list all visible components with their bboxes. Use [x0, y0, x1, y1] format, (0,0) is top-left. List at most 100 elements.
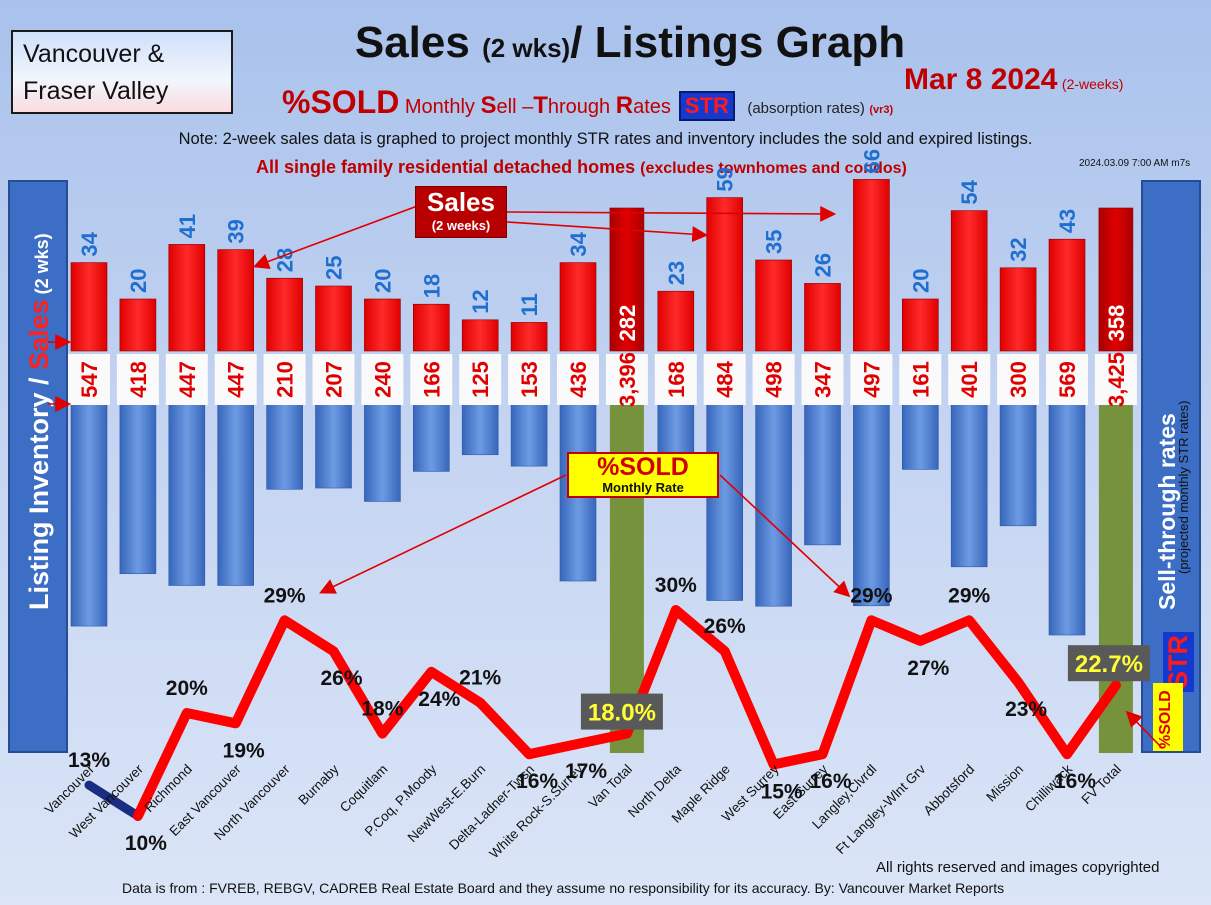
sales-value-label-1: 20 [126, 269, 151, 293]
str-value-label-6: 18% [361, 698, 403, 721]
str-value-label-1: 10% [125, 832, 167, 855]
inventory-value-label-12: 168 [664, 361, 689, 398]
inventory-label-box-15 [801, 354, 844, 405]
inventory-bar-14 [755, 403, 792, 607]
sales-bar-7 [412, 303, 450, 352]
str-value-label-10: 17% [565, 760, 607, 783]
inventory-value-label-5: 207 [322, 361, 347, 398]
subtitle-r: R [615, 92, 634, 119]
sales-bar-16 [853, 179, 890, 352]
subtitle-pct-sold: %SOLD [282, 84, 400, 120]
subtitle-version: (vr3) [869, 104, 894, 116]
inventory-bar-5 [315, 403, 352, 489]
inventory-bar-18 [950, 403, 988, 568]
date-suffix: (2-weeks) [1061, 76, 1124, 92]
str-value-label-9: 16% [516, 770, 558, 793]
str-value-label-7: 24% [418, 688, 460, 711]
inventory-bar-13 [706, 403, 744, 601]
inventory-bar-2 [168, 403, 206, 586]
sales-value-label-9: 11 [517, 293, 542, 316]
sales-bar-17 [901, 298, 939, 352]
inventory-value-label-14: 498 [762, 361, 787, 398]
date-text: Mar 8 2024 [904, 63, 1058, 96]
inventory-value-label-7: 166 [419, 361, 444, 398]
inventory-value-label-13: 484 [713, 360, 738, 397]
inventory-value-label-19: 300 [1006, 361, 1031, 398]
inventory-bar-7 [412, 403, 450, 472]
subtitle-absorption: (absorption rates) [747, 100, 865, 117]
sales-callout-sub: (2 weeks) [431, 218, 491, 233]
str-value-label-13: 26% [704, 615, 746, 638]
inventory-bar-4 [266, 403, 303, 490]
pct-callout-title: %SOLD [597, 453, 689, 481]
inventory-bar-3 [217, 403, 254, 586]
pct-callout-sub: Monthly Rate [602, 480, 684, 495]
inventory-label-box-8 [459, 354, 502, 405]
subtitle-t: T [533, 92, 548, 119]
inventory-bar-8 [461, 403, 499, 456]
region-line-2: Fraser Valley [23, 77, 169, 105]
inventory-bar-15 [804, 403, 841, 546]
inventory-label-box-4 [263, 354, 306, 405]
inventory-bar-17 [901, 403, 939, 470]
str-line [132, 605, 1121, 821]
sales-bar-1 [119, 298, 157, 352]
sales-bar-2 [168, 244, 206, 352]
sales-value-label-3: 39 [224, 219, 249, 243]
str-value-label-17: 27% [907, 657, 949, 680]
inventory-label-box-20 [1046, 354, 1088, 405]
subtitle-hrough: hrough [547, 96, 616, 118]
page-title: Sales (2 wks)/ Listings Graph [230, 18, 1030, 68]
sales-bar-20 [1048, 238, 1086, 352]
inventory-label-box-13 [703, 354, 746, 405]
copyright-text: All rights reserved and images copyright… [876, 859, 1160, 876]
inventory-label-box-16 [850, 354, 893, 405]
str-badge-title: STR [678, 91, 735, 121]
inventory-value-label-20: 569 [1055, 361, 1080, 398]
title-sales: Sales [354, 18, 483, 67]
sales-value-label-18: 54 [957, 179, 982, 204]
inventory-label-box-11 [605, 354, 648, 405]
bar-layer [70, 179, 1134, 636]
subtitle-s: S [480, 92, 497, 119]
sales-bar-9 [510, 322, 548, 352]
str-value-label-2: 20% [166, 677, 208, 700]
inventory-bar-16 [853, 403, 890, 607]
sales-value-label-5: 25 [322, 256, 347, 280]
str-value-label-5: 26% [320, 667, 362, 690]
sales-value-label-17: 20 [908, 269, 933, 293]
inventory-value-label-11: 3,396 [615, 352, 640, 407]
inventory-value-label-15: 347 [811, 361, 836, 398]
sales-bar-3 [217, 249, 254, 352]
pct-sold-badge: %SOLD [1153, 683, 1183, 751]
report-date: Mar 8 2024 (2-weeks) [904, 63, 1123, 97]
total-str-box-21 [1067, 645, 1150, 682]
sales-value-label-13: 59 [713, 167, 738, 191]
sales-bar-4 [266, 277, 303, 352]
sales-value-label-21: 358 [1104, 305, 1129, 342]
subtitle: %SOLD Monthly Sell –Through Rates STR (ab… [282, 84, 893, 121]
sales-value-label-6: 20 [370, 269, 395, 293]
scope-text: All single family residential detached h… [256, 157, 907, 178]
scope-excludes: (excludes townhomes and condos) [640, 160, 907, 177]
inventory-label-box-12 [654, 354, 697, 405]
x-tick-label-9: Delta-Ladner-Twsn [446, 762, 537, 853]
str-value-label-11: 18.0% [588, 700, 656, 727]
sales-value-label-14: 35 [762, 230, 787, 254]
str-value-label-15: 16% [809, 770, 851, 793]
inventory-bar-6 [364, 403, 401, 502]
str-line-start-segment [84, 780, 143, 821]
inventory-value-label-18: 401 [957, 361, 982, 398]
str-value-label-21: 22.7% [1075, 651, 1143, 678]
str-value-label-0: 13% [68, 749, 110, 772]
inventory-label-box-7 [410, 354, 453, 405]
subtitle-ates: ates [633, 96, 671, 118]
data-source-text: Data is from : FVREB, REBGV, CADREB Real… [122, 880, 1005, 896]
x-tick-label-19: Mission [983, 762, 1026, 805]
inventory-value-label-6: 240 [370, 361, 395, 398]
sales-value-label-10: 34 [566, 231, 591, 256]
subtitle-ell: ell – [496, 96, 534, 118]
sales-bar-5 [315, 285, 352, 352]
left-axis-panel: Listing Inventory / Sales (2 wks) [8, 180, 68, 753]
